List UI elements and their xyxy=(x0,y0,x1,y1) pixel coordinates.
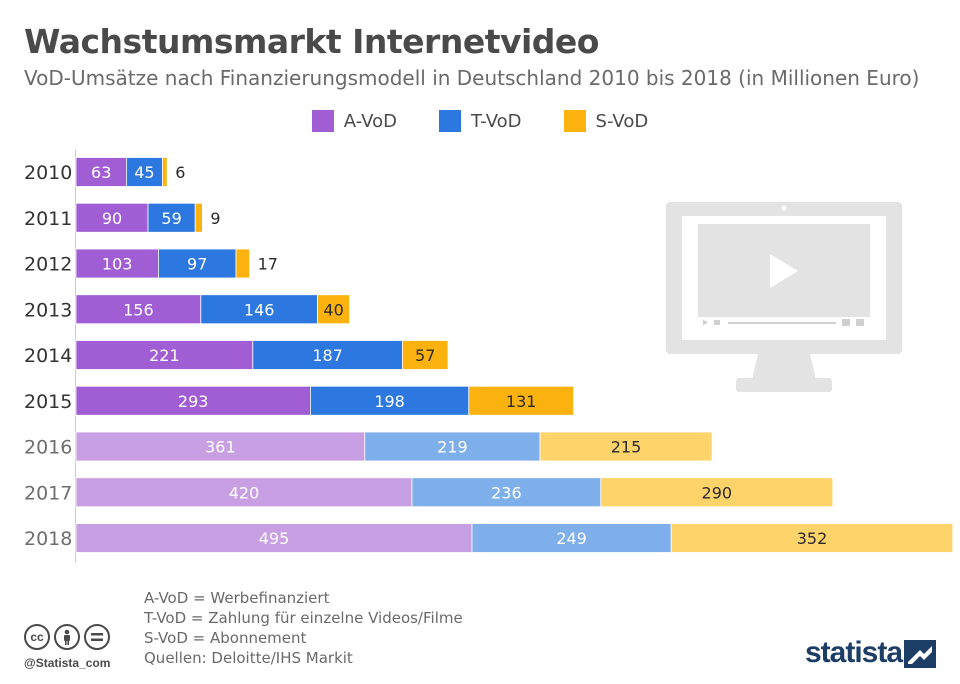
video-monitor-icon xyxy=(666,202,902,392)
legend-item-svod: S-VoD xyxy=(563,110,649,132)
bar-tvod-2011 xyxy=(147,202,196,233)
year-label-2011: 2011 xyxy=(24,208,72,230)
bar-svod-2013 xyxy=(317,294,351,325)
bar-svod-2012 xyxy=(235,248,251,279)
license-icons[interactable]: cc xyxy=(24,624,110,650)
bar-svod-2011 xyxy=(194,202,203,233)
bar-avod-2015 xyxy=(75,385,311,416)
legend-swatch-avod xyxy=(311,110,334,132)
bar-avod-2017 xyxy=(75,477,413,508)
note-sources: Quellen: Deloitte/IHS Markit xyxy=(144,649,353,667)
value-label-avod-2018: 495 xyxy=(259,529,290,548)
value-label-avod-2010: 63 xyxy=(91,163,111,182)
chart-title: Wachstumsmarkt Internetvideo xyxy=(24,22,599,61)
year-label-2017: 2017 xyxy=(24,482,72,504)
cc-icon[interactable]: cc xyxy=(24,624,50,650)
bar-chart: 2010 63 45 6 2011 90 59 9 2012 103 97 17 2013 156 146 4… xyxy=(24,150,954,562)
bar-avod-2016 xyxy=(75,431,366,462)
value-label-tvod-2010: 45 xyxy=(134,163,154,182)
legend: A-VoD T-VoD S-VoD xyxy=(0,110,960,132)
year-label-2015: 2015 xyxy=(24,391,72,413)
statista-logo-text[interactable]: statista xyxy=(805,636,903,669)
year-label-2018: 2018 xyxy=(24,528,72,550)
legend-item-tvod: T-VoD xyxy=(438,110,522,132)
bar-avod-2018 xyxy=(75,523,473,553)
legend-item-avod: A-VoD xyxy=(311,110,397,132)
chart-subtitle: VoD-Umsätze nach Finanzierungsmodell in … xyxy=(24,66,920,90)
by-icon[interactable] xyxy=(54,624,80,650)
value-label-svod-2014: 57 xyxy=(415,346,435,365)
bar-tvod-2018 xyxy=(471,523,672,553)
value-label-avod-2017: 420 xyxy=(229,483,260,502)
note-svod: S-VoD = Abonnement xyxy=(144,629,307,647)
value-label-tvod-2015: 198 xyxy=(374,392,405,411)
bar-tvod-2014 xyxy=(252,340,403,370)
value-label-svod-2015: 131 xyxy=(506,392,537,411)
value-label-tvod-2018: 249 xyxy=(556,529,587,548)
bar-svod-2015 xyxy=(468,385,574,416)
legend-swatch-svod xyxy=(563,110,586,132)
bar-tvod-2016 xyxy=(364,431,541,462)
bar-svod-2014 xyxy=(401,340,449,370)
value-label-svod-2012: 17 xyxy=(258,255,278,274)
statista-logo-icon xyxy=(904,640,936,668)
value-label-svod-2016: 215 xyxy=(611,438,642,457)
value-label-tvod-2011: 59 xyxy=(161,209,181,228)
nd-icon[interactable] xyxy=(84,624,110,650)
value-label-avod-2013: 156 xyxy=(123,300,154,319)
value-label-tvod-2013: 146 xyxy=(244,300,275,319)
bar-svod-2017 xyxy=(600,477,834,508)
year-label-2010: 2010 xyxy=(24,162,72,184)
bar-tvod-2013 xyxy=(200,294,319,325)
legend-swatch-tvod xyxy=(438,110,461,132)
value-label-tvod-2017: 236 xyxy=(491,483,522,502)
value-label-svod-2017: 290 xyxy=(702,483,733,502)
footnotes: A-VoD = Werbefinanziert T-VoD = Zahlung … xyxy=(144,588,463,668)
year-label-2016: 2016 xyxy=(24,437,72,459)
value-label-tvod-2016: 219 xyxy=(437,438,468,457)
bar-avod-2013 xyxy=(75,294,202,325)
note-avod: A-VoD = Werbefinanziert xyxy=(144,589,330,607)
bar-svod-2010 xyxy=(161,157,168,187)
bar-tvod-2012 xyxy=(157,248,237,279)
value-label-svod-2018: 352 xyxy=(797,529,828,548)
value-label-tvod-2014: 187 xyxy=(312,346,343,365)
value-label-avod-2016: 361 xyxy=(205,438,236,457)
value-label-svod-2011: 9 xyxy=(210,209,220,228)
year-label-2013: 2013 xyxy=(24,299,72,321)
value-label-svod-2010: 6 xyxy=(175,163,185,182)
bar-svod-2018 xyxy=(670,523,954,553)
note-tvod: T-VoD = Zahlung für einzelne Videos/Film… xyxy=(144,609,463,627)
statista-handle[interactable]: @Statista_com xyxy=(24,656,111,670)
bar-avod-2012 xyxy=(75,248,159,279)
value-label-tvod-2012: 97 xyxy=(187,255,207,274)
year-label-2012: 2012 xyxy=(24,254,72,276)
legend-label-avod: A-VoD xyxy=(343,110,397,132)
value-label-svod-2013: 40 xyxy=(323,300,343,319)
year-label-2014: 2014 xyxy=(24,345,72,367)
value-label-avod-2011: 90 xyxy=(102,209,122,228)
bar-tvod-2010 xyxy=(126,157,163,187)
value-label-avod-2014: 221 xyxy=(149,346,180,365)
legend-label-tvod: T-VoD xyxy=(470,110,522,132)
value-label-avod-2015: 293 xyxy=(178,392,209,411)
bar-tvod-2015 xyxy=(309,385,470,416)
value-label-avod-2012: 103 xyxy=(102,255,133,274)
bar-avod-2014 xyxy=(75,340,254,370)
legend-label-svod: S-VoD xyxy=(595,110,649,132)
bar-svod-2016 xyxy=(539,431,713,462)
